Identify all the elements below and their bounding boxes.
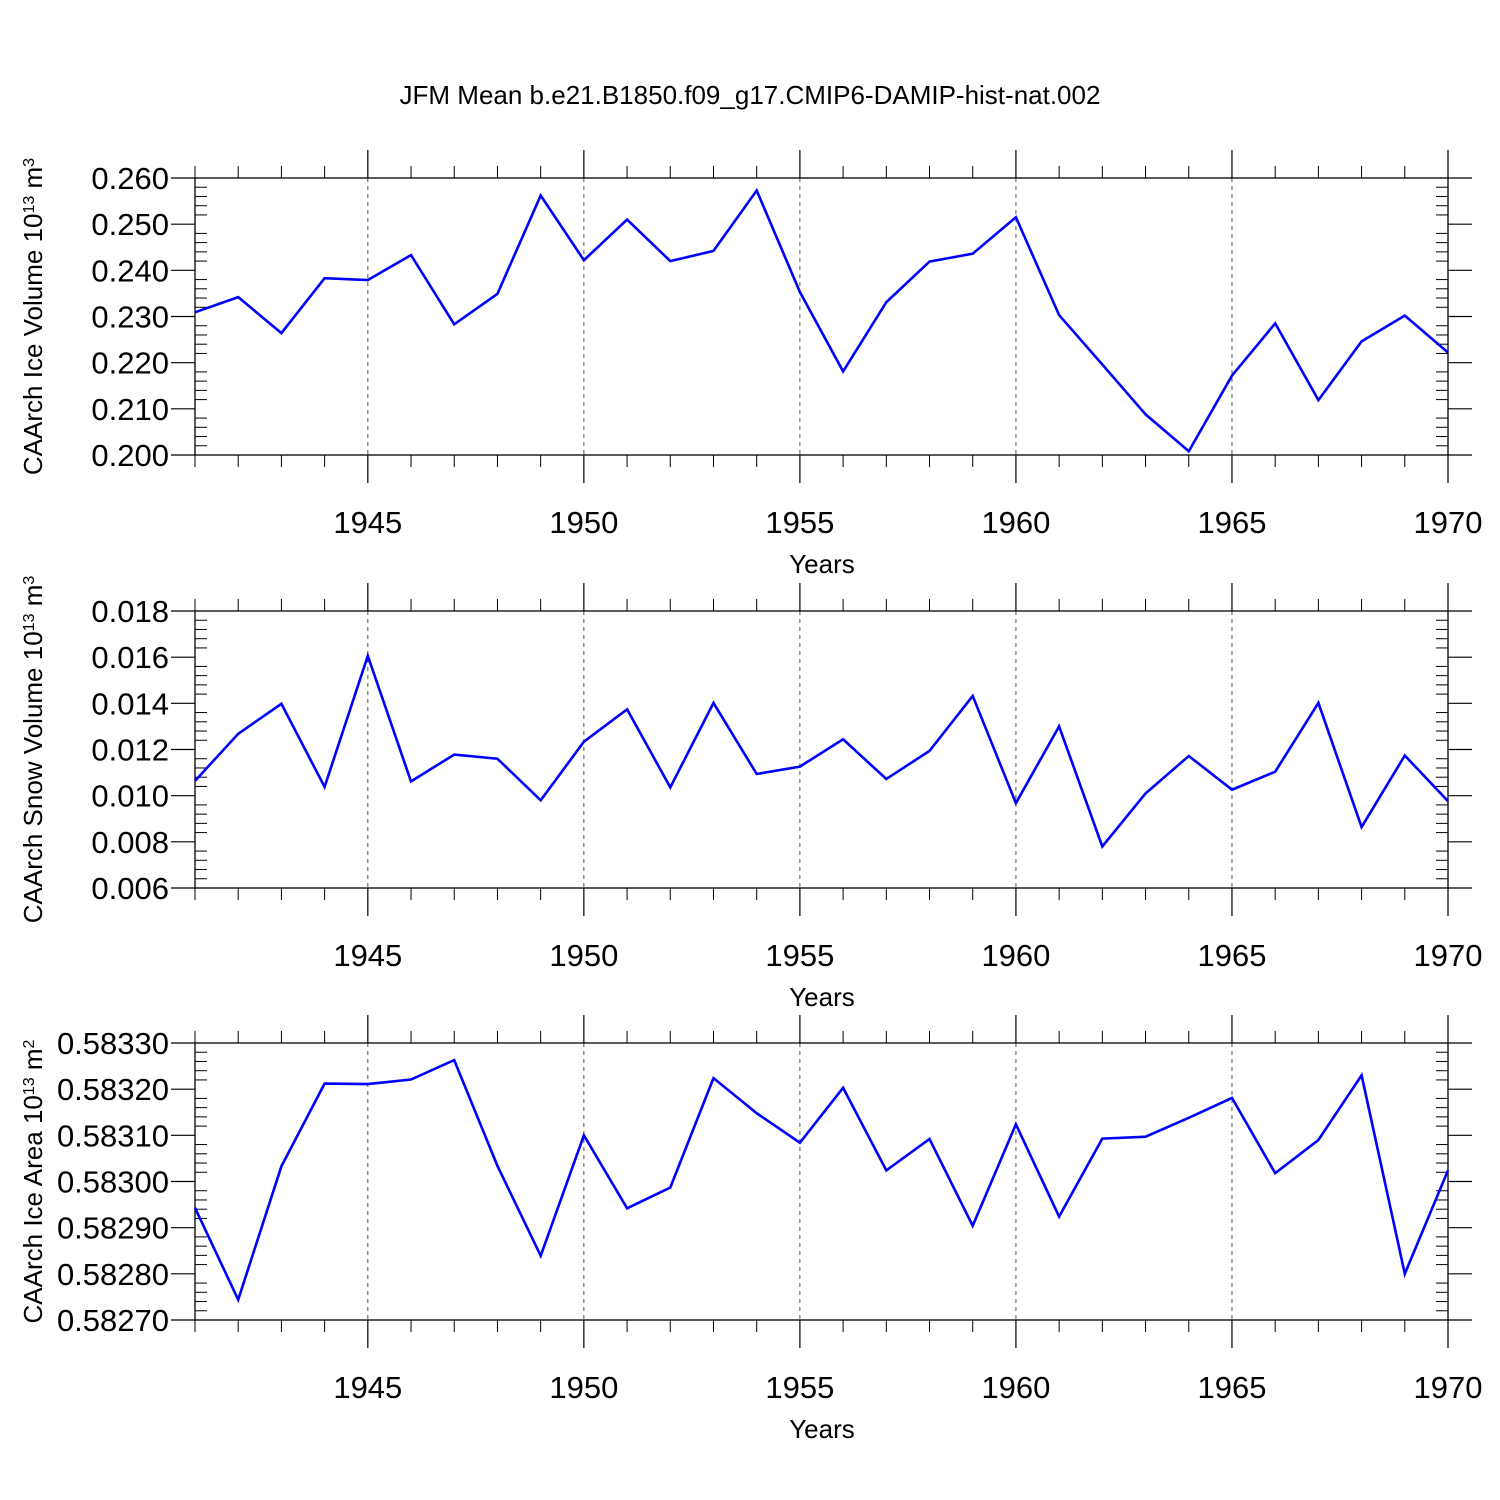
y-axis-label-superscript: 13 — [21, 613, 38, 631]
y-tick-label: 0.58320 — [57, 1072, 169, 1107]
x-tick-label: 1955 — [765, 1370, 834, 1405]
y-tick-label: 0.58310 — [57, 1118, 169, 1153]
y-axis-label-part: m — [18, 585, 48, 614]
y-tick-label: 0.018 — [91, 594, 169, 629]
x-tick-label: 1950 — [549, 1370, 618, 1405]
y-tick-label: 0.240 — [91, 253, 169, 288]
y-axis-label: CAArch Ice Volume 1013 m3 — [18, 158, 48, 475]
y-tick-label: 0.58300 — [57, 1165, 169, 1200]
y-tick-label: 0.014 — [91, 686, 169, 721]
x-tick-label: 1955 — [765, 505, 834, 540]
plot-frame — [194, 610, 1449, 889]
x-tick-label: 1970 — [1414, 938, 1483, 973]
y-axis-label-part: m — [18, 1048, 48, 1077]
y-tick-label: 0.250 — [91, 207, 169, 242]
plot-frame — [194, 1042, 1449, 1321]
plot-frame — [194, 177, 1449, 456]
x-tick-label: 1960 — [981, 505, 1050, 540]
y-tick-label: 0.58290 — [57, 1211, 169, 1246]
x-tick-label: 1950 — [549, 505, 618, 540]
y-axis-label: CAArch Ice Area 1013 m2 — [18, 1039, 48, 1323]
data-line — [193, 1058, 1450, 1304]
y-tick-label: 0.010 — [91, 779, 169, 814]
y-axis-label-part: CAArch Snow Volume 10 — [18, 631, 48, 923]
chart-title: JFM Mean b.e21.B1850.f09_g17.CMIP6-DAMIP… — [400, 80, 1101, 110]
y-axis-label-part: m — [18, 167, 48, 196]
y-axis-label-part: CAArch Ice Volume 10 — [18, 214, 48, 476]
y-tick-label: 0.012 — [91, 733, 169, 768]
y-axis-label: CAArch Snow Volume 1013 m3 — [18, 576, 48, 924]
y-tick-label: 0.230 — [91, 300, 169, 335]
x-tick-label: 1970 — [1414, 505, 1483, 540]
y-tick-label: 0.200 — [91, 438, 169, 473]
x-tick-label: 1965 — [1197, 938, 1266, 973]
x-tick-label: 1955 — [765, 938, 834, 973]
y-axis-label-part: CAArch Ice Area 10 — [18, 1095, 48, 1323]
chart-panel-1: 0.200 0.210 0.220 0.230 0.240 0.250 0.260 1945 1… — [18, 150, 1482, 579]
y-tick-label: 0.220 — [91, 346, 169, 381]
y-axis-label-superscript: 2 — [21, 1039, 38, 1048]
chart-panel-2: 0.006 0.008 0.010 0.012 0.014 0.016 0.018 1945 1… — [18, 576, 1482, 1012]
y-tick-label: 0.008 — [91, 825, 169, 860]
y-axis-label-superscript: 3 — [21, 576, 38, 585]
y-tick-label: 0.58270 — [57, 1303, 169, 1338]
y-tick-label: 0.58330 — [57, 1026, 169, 1061]
panels: 0.200 0.210 0.220 0.230 0.240 0.250 0.260 1945 1… — [18, 150, 1482, 1444]
y-tick-label: 0.016 — [91, 640, 169, 675]
y-axis-label-superscript: 13 — [21, 196, 38, 214]
x-tick-label: 1945 — [333, 1370, 402, 1405]
y-axis-label-superscript: 3 — [21, 158, 38, 167]
chart-panel-3: 0.58270 0.58280 0.58290 0.58300 0.58310 0.583… — [18, 1015, 1482, 1444]
x-tick-label: 1965 — [1197, 505, 1266, 540]
data-line — [194, 651, 1449, 850]
x-axis-label: Years — [789, 982, 855, 1012]
y-axis-label-superscript: 13 — [21, 1077, 38, 1095]
y-tick-label: 0.260 — [91, 161, 169, 196]
x-tick-label: 1950 — [549, 938, 618, 973]
x-tick-label: 1945 — [333, 938, 402, 973]
x-tick-label: 1970 — [1414, 1370, 1483, 1405]
x-tick-label: 1960 — [981, 938, 1050, 973]
x-tick-label: 1960 — [981, 1370, 1050, 1405]
x-tick-label: 1945 — [333, 505, 402, 540]
y-tick-label: 0.006 — [91, 871, 169, 906]
x-axis-label: Years — [789, 1414, 855, 1444]
x-tick-label: 1965 — [1197, 1370, 1266, 1405]
data-line — [194, 187, 1449, 454]
x-axis-label: Years — [789, 549, 855, 579]
y-tick-label: 0.58280 — [57, 1257, 169, 1292]
y-tick-label: 0.210 — [91, 392, 169, 427]
